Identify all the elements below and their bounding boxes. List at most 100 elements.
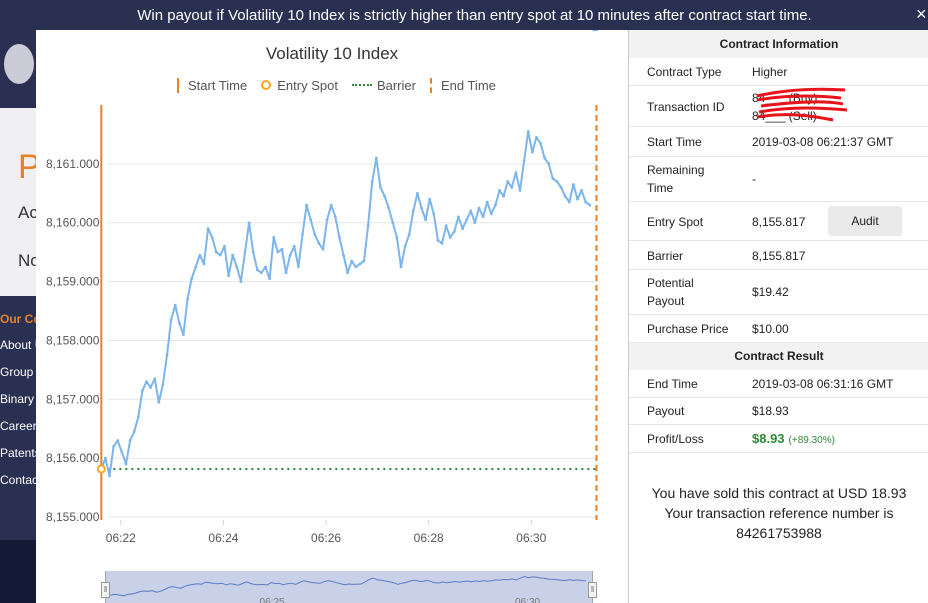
- price-point: [342, 253, 345, 257]
- price-point: [276, 250, 280, 254]
- price-point: [465, 218, 469, 222]
- nav-item-contact[interactable]: Contact: [0, 473, 42, 487]
- price-point: [255, 268, 259, 272]
- sold-line-1: You have sold this contract at USD 18.93: [651, 485, 907, 501]
- nav-item-binary[interactable]: Binary: [0, 392, 35, 406]
- navigator-right-handle[interactable]: ‖: [588, 582, 597, 598]
- price-point: [136, 415, 140, 419]
- value-profit-loss-wrap: $8.93 (+89.30%): [752, 430, 835, 450]
- x-tick-label: 06:28: [414, 531, 444, 545]
- navigator-left-handle[interactable]: ‖: [101, 582, 110, 598]
- price-point: [239, 280, 243, 283]
- nav-item-patents[interactable]: Patents: [0, 446, 41, 460]
- price-point: [489, 212, 493, 216]
- value-profit-percent: (+89.30%): [788, 435, 835, 446]
- label-entry-spot: Entry Spot: [647, 215, 704, 229]
- y-tick-label: 8,157.000: [46, 392, 100, 406]
- x-tick-label: 06:24: [208, 531, 238, 545]
- price-point: [202, 262, 206, 266]
- legend-barrier-label: Barrier: [376, 77, 416, 93]
- sold-message: You have sold this contract at USD 18.93…: [629, 483, 928, 543]
- banner-message: Win payout if Volatility 10 Index is str…: [137, 6, 812, 24]
- navigator-tick-label: 06:30: [515, 597, 540, 603]
- row-profit-loss: Profit/Loss $8.93 (+89.30%): [629, 425, 928, 453]
- background-footer: [0, 540, 36, 603]
- price-point: [218, 253, 222, 257]
- navigator-series: 06:25 06:30: [106, 575, 586, 603]
- legend-end-time[interactable]: End Time: [429, 77, 496, 93]
- price-point: [313, 233, 317, 236]
- price-point: [452, 230, 456, 233]
- price-point: [128, 439, 132, 442]
- price-point: [173, 303, 177, 307]
- label-contract-type: Contract Type: [647, 65, 722, 79]
- price-point: [403, 244, 407, 248]
- price-point: [592, 30, 596, 32]
- price-point: [563, 194, 567, 198]
- nav-item-group[interactable]: Group I: [0, 365, 41, 379]
- background-nav: Our Co About U Group I Binary Careers Pa…: [0, 308, 43, 538]
- nav-item-careers[interactable]: Careers: [0, 419, 43, 433]
- navigator-line: [106, 575, 586, 597]
- barrier-marker-icon: [351, 84, 372, 86]
- value-potential-payout: $19.42: [752, 285, 789, 299]
- price-point: [169, 318, 173, 322]
- price-point: [522, 159, 526, 163]
- price-point: [366, 224, 370, 228]
- price-point: [539, 141, 542, 145]
- label-purchase-price: Purchase Price: [647, 322, 729, 336]
- price-point: [469, 209, 473, 213]
- logo-icon: [4, 44, 34, 84]
- price-point: [444, 224, 448, 228]
- price-point: [379, 186, 382, 189]
- price-point: [391, 221, 395, 225]
- x-tick-label: 06:22: [106, 531, 136, 545]
- close-icon[interactable]: ×: [916, 4, 927, 24]
- price-point: [329, 203, 333, 207]
- price-point: [543, 156, 547, 160]
- price-point: [567, 200, 571, 204]
- row-start-time: Start Time 2019-03-08 06:21:37 GMT: [629, 127, 928, 157]
- price-point: [206, 227, 210, 231]
- price-point: [588, 203, 592, 207]
- chart-title: Volatility 10 Index: [265, 44, 399, 63]
- redaction-scribble: [756, 87, 848, 122]
- contract-result-heading: Contract Result: [629, 343, 928, 370]
- hero-line-1: Ac: [18, 203, 38, 222]
- contract-info-panel: Contract Information Contract Type Highe…: [628, 30, 928, 603]
- row-potential-payout: Potential Payout $19.42: [629, 270, 928, 315]
- price-point: [145, 380, 148, 384]
- value-barrier: 8,155.817: [752, 249, 806, 263]
- value-payout: $18.93: [752, 404, 789, 418]
- price-point: [149, 386, 152, 389]
- price-point: [387, 206, 391, 210]
- label-payout: Payout: [647, 404, 685, 418]
- value-entry-spot: 8,155.817: [752, 215, 806, 229]
- sold-line-2: Your transaction reference number is: [664, 505, 894, 521]
- price-point: [108, 474, 111, 478]
- chart-navigator[interactable]: 06:25 06:30 ‖ ‖: [101, 571, 597, 603]
- price-point: [547, 162, 551, 166]
- nav-item-about[interactable]: About U: [0, 338, 44, 352]
- hero-letter: P: [18, 148, 41, 186]
- price-point: [506, 180, 510, 183]
- price-point: [514, 171, 518, 175]
- y-tick-label: 8,159.000: [46, 275, 100, 289]
- legend-entry-spot[interactable]: Entry Spot: [261, 78, 338, 93]
- price-point: [305, 203, 308, 207]
- price-point: [440, 241, 444, 245]
- audit-button[interactable]: Audit: [828, 206, 902, 236]
- price-point: [104, 456, 107, 460]
- row-end-time: End Time 2019-03-08 06:31:16 GMT: [629, 370, 928, 398]
- price-point: [223, 244, 226, 248]
- price-chart[interactable]: 8,155.000 8,156.000 8,157.000 8,158.000 8,15…: [36, 30, 628, 603]
- price-point: [399, 265, 403, 269]
- legend-start-time[interactable]: Start Time: [177, 77, 247, 93]
- hero-line-2: No: [18, 251, 40, 270]
- price-point: [132, 430, 136, 434]
- label-potential-payout: Potential Payout: [647, 276, 694, 308]
- price-point: [571, 183, 575, 186]
- price-point: [370, 180, 374, 183]
- price-point: [247, 221, 251, 225]
- legend-barrier[interactable]: Barrier: [351, 77, 416, 93]
